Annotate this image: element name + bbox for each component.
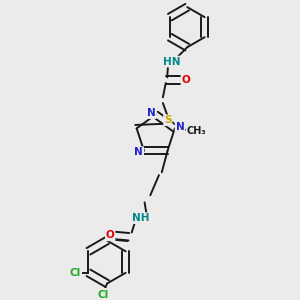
Text: N: N xyxy=(147,108,156,118)
Text: S: S xyxy=(164,115,172,125)
Text: CH₃: CH₃ xyxy=(187,126,206,136)
Text: O: O xyxy=(106,230,115,240)
Text: HN: HN xyxy=(163,56,180,67)
Text: N: N xyxy=(134,147,143,157)
Text: Cl: Cl xyxy=(97,290,108,300)
Text: N: N xyxy=(176,122,184,132)
Text: NH: NH xyxy=(132,213,149,223)
Text: O: O xyxy=(182,75,190,85)
Text: Cl: Cl xyxy=(70,268,81,278)
